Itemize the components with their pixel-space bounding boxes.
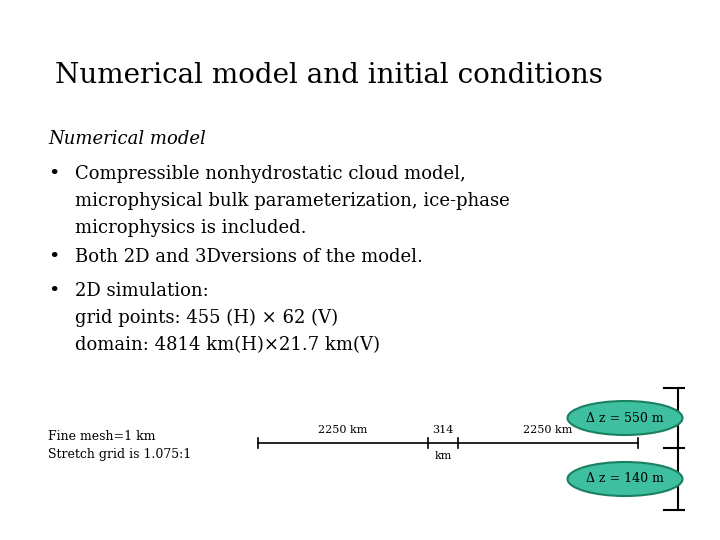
Text: domain: 4814 km(H)×21.7 km(V): domain: 4814 km(H)×21.7 km(V) [75, 336, 380, 354]
Text: 2D simulation:: 2D simulation: [75, 282, 209, 300]
Text: Numerical model and initial conditions: Numerical model and initial conditions [55, 62, 603, 89]
Text: microphysical bulk parameterization, ice-phase: microphysical bulk parameterization, ice… [75, 192, 510, 210]
Text: 314: 314 [432, 425, 454, 435]
Text: Δ z = 140 m: Δ z = 140 m [586, 472, 664, 485]
Text: Δ z = 550 m: Δ z = 550 m [586, 411, 664, 424]
Text: Stretch grid is 1.075:1: Stretch grid is 1.075:1 [48, 448, 192, 461]
Text: Compressible nonhydrostatic cloud model,: Compressible nonhydrostatic cloud model, [75, 165, 466, 183]
Text: •: • [48, 282, 59, 300]
Text: Fine mesh=1 km: Fine mesh=1 km [48, 430, 156, 443]
Text: •: • [48, 248, 59, 266]
Text: •: • [48, 165, 59, 183]
Ellipse shape [567, 462, 683, 496]
Text: 2250 km: 2250 km [523, 425, 572, 435]
Text: 2250 km: 2250 km [318, 425, 368, 435]
Text: Numerical model: Numerical model [48, 130, 206, 148]
Text: microphysics is included.: microphysics is included. [75, 219, 307, 237]
Text: km: km [434, 451, 451, 461]
Text: grid points: 455 (H) × 62 (V): grid points: 455 (H) × 62 (V) [75, 309, 338, 327]
Text: Both 2D and 3Dversions of the model.: Both 2D and 3Dversions of the model. [75, 248, 423, 266]
Ellipse shape [567, 401, 683, 435]
